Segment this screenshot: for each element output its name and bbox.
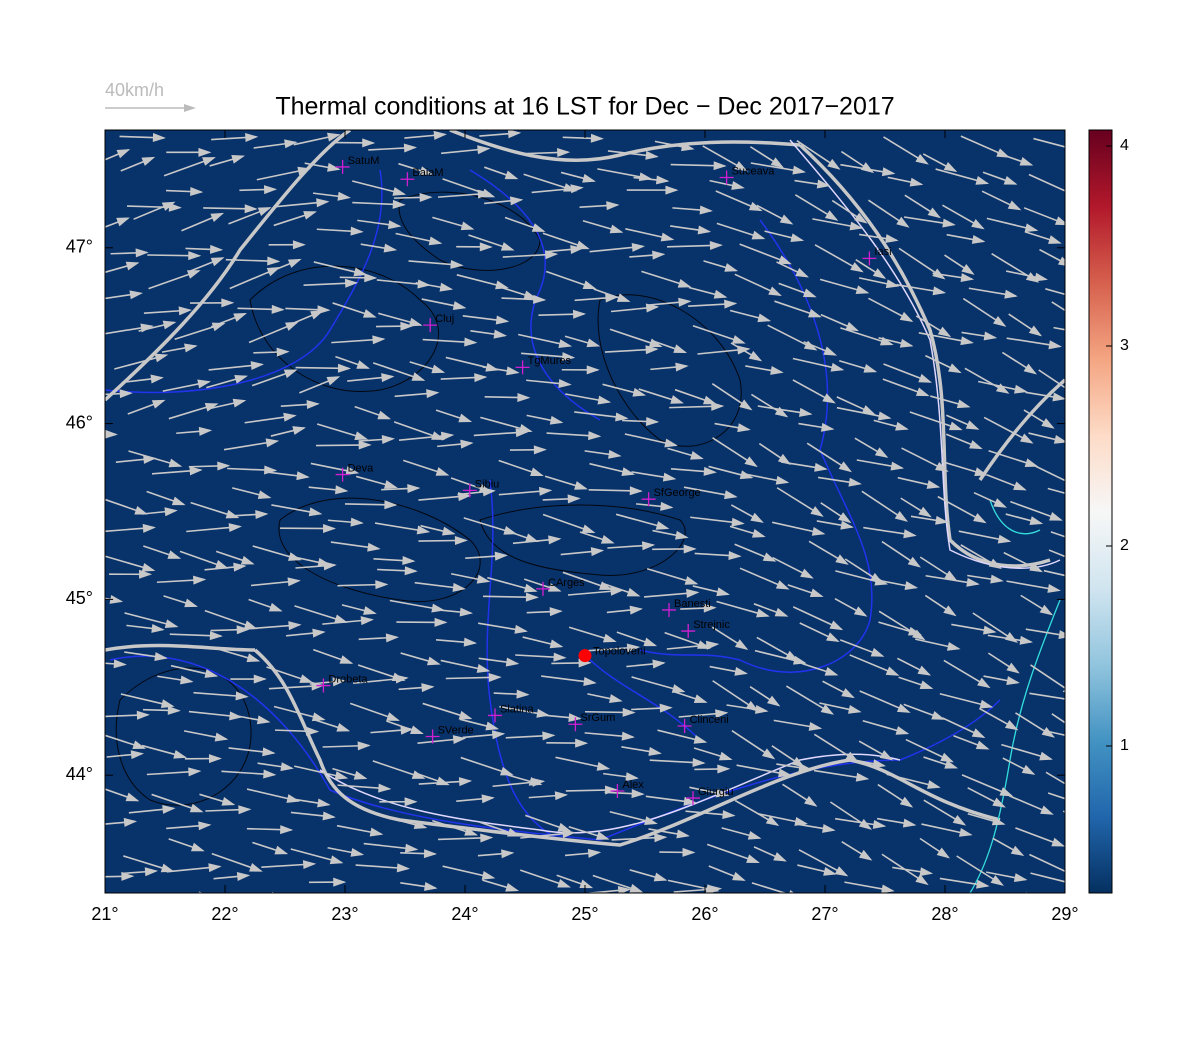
colorbar-tick-label: 2 <box>1120 537 1129 554</box>
wind-arrowhead <box>743 912 757 921</box>
wind-arrowhead <box>1118 794 1132 803</box>
wind-arrowhead <box>660 902 673 911</box>
wind-arrowhead <box>1072 145 1086 154</box>
wind-arrowhead <box>1066 572 1080 581</box>
x-tick-label: 24° <box>451 904 478 924</box>
wind-arrow <box>235 910 275 924</box>
wind-arrowhead <box>859 910 873 920</box>
plot-area <box>79 129 1147 936</box>
colorbar-tick-label: 4 <box>1120 137 1129 154</box>
city-label: Drobeta <box>328 673 368 685</box>
wind-arrowhead <box>1076 798 1090 807</box>
city-label: SfGeorge <box>654 487 701 499</box>
city-label: Strejnic <box>693 619 730 631</box>
x-tick-label: 22° <box>211 904 238 924</box>
site-label: Topoloveni <box>593 646 646 658</box>
city-label: Deva <box>348 462 375 474</box>
city-label: Iasi <box>874 246 891 258</box>
wind-arrowhead <box>522 893 535 902</box>
wind-arrow <box>162 909 202 920</box>
wind-arrowhead <box>886 912 900 922</box>
city-label: BaiaM <box>412 167 443 179</box>
wind-arrow <box>272 893 315 908</box>
x-tick-label: 25° <box>571 904 598 924</box>
y-tick-label: 47° <box>66 237 93 257</box>
wind-arrowhead <box>191 913 205 922</box>
y-tick-label: 44° <box>66 764 93 784</box>
wind-arrow <box>864 901 898 921</box>
y-tick-label: 45° <box>66 588 93 608</box>
wind-arrowhead <box>1105 924 1119 934</box>
y-tick-label: 46° <box>66 412 93 432</box>
wind-arrowhead <box>383 899 397 908</box>
x-tick-label: 23° <box>331 904 358 924</box>
scale-label: 40km/h <box>105 80 164 100</box>
site-marker <box>579 649 592 662</box>
city-label: CArges <box>548 577 585 589</box>
colorbar-tick-label: 1 <box>1120 737 1129 754</box>
wind-arrow <box>715 910 755 919</box>
wind-arrowhead <box>263 916 277 925</box>
wind-arrowhead <box>1077 728 1090 739</box>
wind-arrow <box>754 894 799 908</box>
wind-arrow <box>630 905 672 909</box>
city-label: Slatina <box>500 703 535 715</box>
wind-arrowhead <box>1065 477 1079 487</box>
wind-arrowhead <box>1124 272 1138 281</box>
x-tick-label: 26° <box>691 904 718 924</box>
city-label: SVerde <box>438 724 474 736</box>
city-label: SatuM <box>348 155 380 167</box>
wind-arrowhead <box>1113 319 1127 329</box>
wind-arrowhead <box>1120 593 1134 602</box>
colorbar <box>1089 130 1112 893</box>
wind-arrow <box>395 903 439 910</box>
x-tick-label: 29° <box>1051 904 1078 924</box>
wind-arrow <box>125 895 171 905</box>
wind-arrowhead <box>961 908 974 919</box>
city-label: Alex <box>622 779 644 791</box>
wind-arrowhead <box>427 904 441 913</box>
wind-arrowhead <box>1133 750 1147 759</box>
map-title: Thermal conditions at 16 LST for Dec − D… <box>275 93 894 121</box>
wind-arrow <box>982 908 1024 935</box>
city-label: SrGum <box>580 712 615 724</box>
city-label: Giurgiu <box>698 786 733 798</box>
wind-arrowhead <box>1066 869 1080 879</box>
wind-arrowhead <box>1070 695 1084 704</box>
wind-arrowhead <box>1075 327 1089 336</box>
colorbar-tick-label: 3 <box>1120 337 1129 354</box>
scale-arrowhead <box>184 104 196 112</box>
city-label: Suceava <box>732 165 776 177</box>
city-label: Banesti <box>674 598 711 610</box>
wind-arrowhead <box>1065 878 1079 887</box>
x-tick-label: 28° <box>931 904 958 924</box>
x-tick-label: 21° <box>91 904 118 924</box>
city-label: Clinceni <box>690 714 729 726</box>
wind-arrowhead <box>1068 387 1081 398</box>
wind-arrowhead <box>1116 522 1130 531</box>
wind-arrowhead <box>1072 732 1086 741</box>
city-label: Sibiu <box>475 478 499 490</box>
wind-arrowhead <box>1012 925 1025 936</box>
wind-arrowhead <box>788 900 802 909</box>
wind-arrowhead <box>159 898 173 907</box>
wind-arrowhead <box>303 899 317 908</box>
wind-arrowhead <box>1066 188 1080 197</box>
x-tick-label: 27° <box>811 904 838 924</box>
city-label: Cluj <box>435 313 454 325</box>
city-label: TgMures <box>528 355 572 367</box>
wind-arrowhead <box>1069 490 1083 499</box>
